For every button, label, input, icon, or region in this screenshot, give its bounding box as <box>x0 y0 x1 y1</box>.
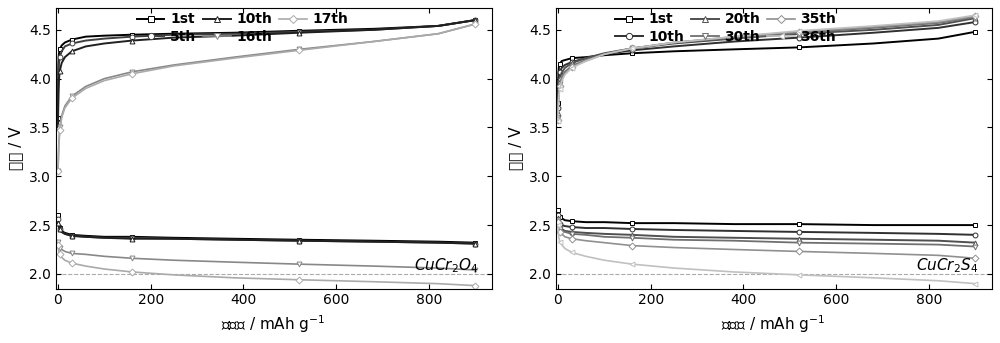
Legend: 1st, 5th, 10th, 16th, 17th: 1st, 5th, 10th, 16th, 17th <box>137 12 349 44</box>
Y-axis label: 电压 / V: 电压 / V <box>8 127 23 170</box>
X-axis label: 比容量 / mAh g$^{-1}$: 比容量 / mAh g$^{-1}$ <box>221 313 326 335</box>
Text: CuCr$_2$S$_4$: CuCr$_2$S$_4$ <box>916 256 979 274</box>
X-axis label: 比容量 / mAh g$^{-1}$: 比容量 / mAh g$^{-1}$ <box>721 313 826 335</box>
Y-axis label: 电压 / V: 电压 / V <box>508 127 523 170</box>
Legend: 1st, 10th, 20th, 30th, 35th, 36th: 1st, 10th, 20th, 30th, 35th, 36th <box>615 12 836 44</box>
Text: CuCr$_2$O$_4$: CuCr$_2$O$_4$ <box>414 256 479 274</box>
